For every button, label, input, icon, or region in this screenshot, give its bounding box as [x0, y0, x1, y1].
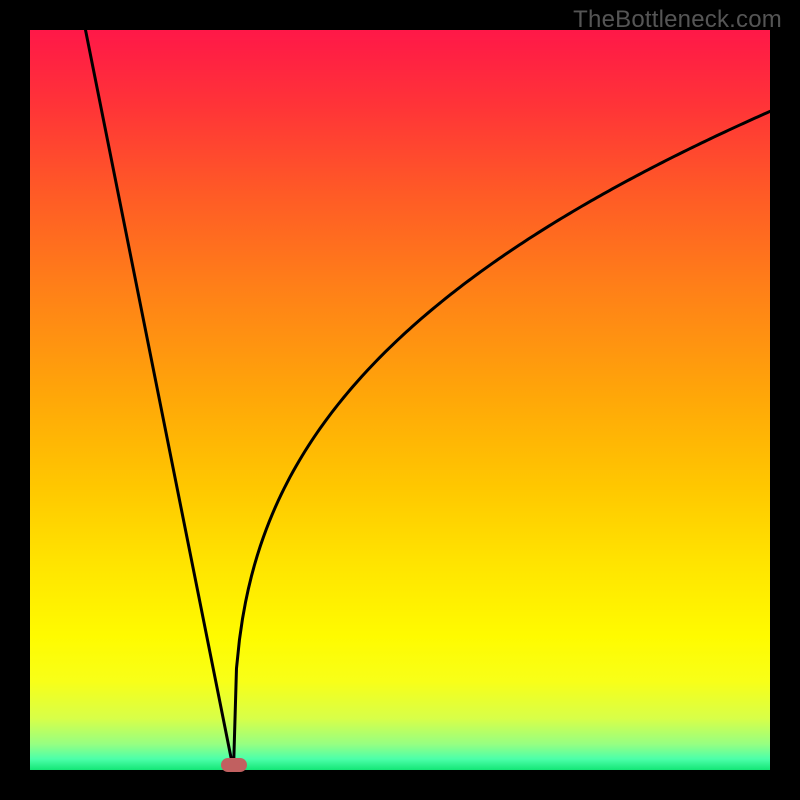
- optimum-marker: [221, 758, 247, 772]
- plot-area: [30, 30, 770, 770]
- bottleneck-curve: [30, 30, 770, 770]
- chart-frame: TheBottleneck.com: [0, 0, 800, 800]
